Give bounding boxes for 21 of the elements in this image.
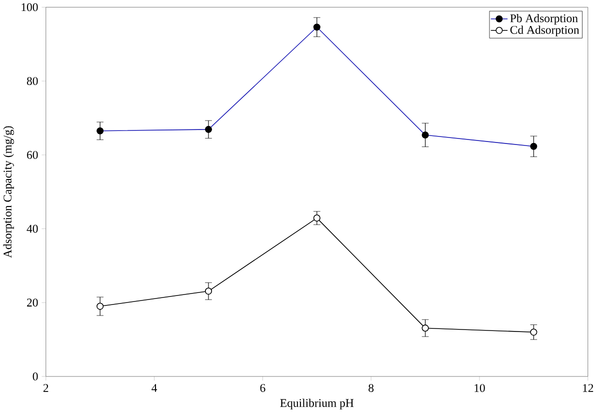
x-tick-label: 4 [152,384,158,392]
x-tick-label: 2 [43,384,48,392]
y-axis-title: Adsorption Capacity (mg/g) [3,126,14,258]
point [530,328,538,336]
x-tick-label: 12 [583,384,594,392]
x-tick-label: 6 [260,384,266,392]
y-tick-label: 60 [27,151,38,160]
legend-label: Pb Adsorption [510,14,578,25]
x-tick-label: 10 [474,384,485,392]
point [313,214,320,222]
y-tick-label: 100 [22,3,38,12]
y-tick-label: 80 [26,77,38,86]
y-tick-label: 0 [32,372,38,381]
x-axis-title: Equilibrium pH [280,398,354,410]
point [96,302,104,310]
legend-label: Cd Adsorption [510,26,580,36]
y-tick-label: 20 [27,298,38,307]
point [422,324,429,332]
x-tick-label: 8 [368,384,374,392]
y-tick-label: 40 [26,224,38,233]
point [204,288,212,295]
